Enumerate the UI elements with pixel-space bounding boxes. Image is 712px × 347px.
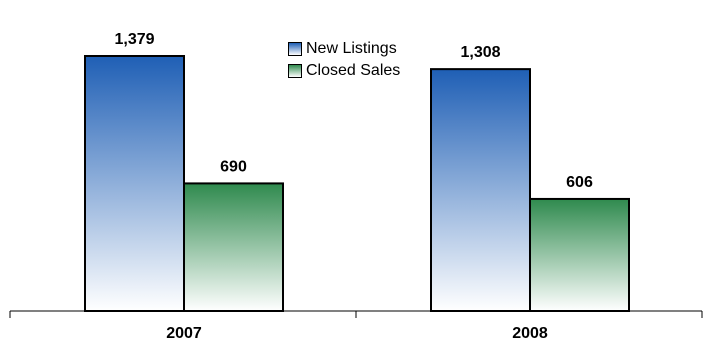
data-label-closed-sales-2007: 690: [220, 158, 247, 175]
legend-label-closed-sales: Closed Sales: [306, 62, 401, 79]
x-tick-label-2008: 2008: [512, 325, 548, 342]
legend: New Listings Closed Sales: [288, 38, 400, 82]
legend-item-new-listings: New Listings: [288, 38, 400, 60]
legend-swatch-new-listings: [288, 42, 302, 56]
bar-closed-sales-2007: [183, 182, 284, 313]
legend-label-new-listings: New Listings: [306, 40, 397, 57]
legend-swatch-closed-sales: [288, 64, 302, 78]
x-tick-label-2007: 2007: [166, 325, 202, 342]
legend-item-closed-sales: Closed Sales: [288, 60, 400, 82]
bar-closed-sales-2008: [529, 197, 630, 312]
bar-new-listings-2008: [430, 68, 531, 313]
data-label-new-listings-2007: 1,379: [114, 31, 154, 48]
data-label-new-listings-2008: 1,308: [460, 44, 500, 61]
data-label-closed-sales-2008: 606: [566, 174, 593, 191]
bar-new-listings-2007: [84, 55, 185, 312]
